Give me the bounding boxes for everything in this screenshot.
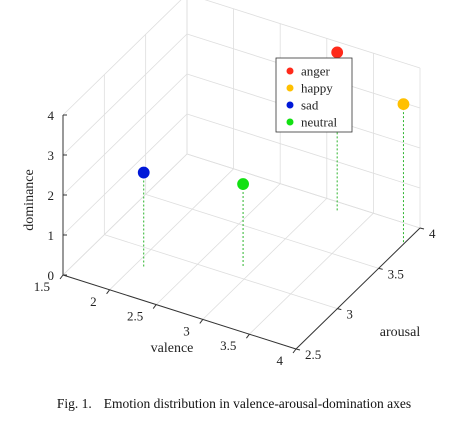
y-tick-mark xyxy=(295,348,301,351)
z-axis-label: dominance xyxy=(22,169,37,230)
x-tick-mark xyxy=(152,304,157,309)
legend-marker-neutral xyxy=(286,118,294,126)
x-axis-label: valence xyxy=(151,341,194,356)
data-point-sad xyxy=(137,166,150,179)
stems xyxy=(143,52,404,269)
y-tick-label: 3.5 xyxy=(388,266,404,281)
legend-label-anger: anger xyxy=(301,64,331,79)
grid-line-back-z xyxy=(204,0,421,69)
grid-line-wall-z xyxy=(62,0,182,116)
data-point-anger xyxy=(331,46,344,59)
z-tick-label: 2 xyxy=(48,188,55,203)
emotion-3d-scatter-chart: 1.5 2 2.5 3 3.5 4 2.5 3 3.5 4 0 1 2 3 4 valence arousa… xyxy=(22,0,436,368)
legend-marker-sad xyxy=(286,101,294,109)
axes xyxy=(59,114,425,354)
legend-label-neutral: neutral xyxy=(301,115,337,130)
data-point-happy xyxy=(397,98,410,111)
x-tick-mark xyxy=(106,289,110,295)
legend-label-sad: sad xyxy=(301,98,319,113)
legend-marker-happy xyxy=(286,84,294,92)
grid-line-wall-z xyxy=(62,33,188,156)
figure-caption: Fig. 1. Emotion distribution in valence-a… xyxy=(0,396,468,412)
z-tick-label: 4 xyxy=(48,108,55,123)
grid-line-wall-z xyxy=(62,113,188,236)
x-tick-label: 4 xyxy=(277,353,284,368)
grid-line-wall-z xyxy=(62,73,188,196)
y-tick-mark xyxy=(419,227,425,230)
z-tick-label: 1 xyxy=(48,228,55,243)
y-tick-label: 3 xyxy=(346,307,353,322)
y-axis-label: arousal xyxy=(380,325,421,340)
tick-labels: 1.5 2 2.5 3 3.5 4 2.5 3 3.5 4 0 1 2 3 4 xyxy=(34,108,436,368)
x-tick-mark xyxy=(292,348,297,354)
grid-line-back-z xyxy=(186,113,421,189)
legend-label-happy: happy xyxy=(301,81,333,96)
grid-line-floor-x xyxy=(202,198,328,320)
grid-lines xyxy=(62,0,421,350)
y-tick-label: 4 xyxy=(429,226,436,241)
grid-line-floor-y xyxy=(104,234,338,310)
y-tick-mark xyxy=(337,308,342,311)
grid-line-floor-x xyxy=(155,183,281,305)
x-tick-mark xyxy=(199,319,204,324)
legend-marker-anger xyxy=(286,67,294,75)
figure: 1.5 2 2.5 3 3.5 4 2.5 3 3.5 4 0 1 2 3 4 valence arousa… xyxy=(22,0,436,368)
x-axis-line xyxy=(62,274,297,350)
grid-line-back-z xyxy=(186,153,421,229)
y-tick-label: 2.5 xyxy=(305,347,321,362)
grid-line-floor-y xyxy=(145,193,379,269)
x-tick-label: 2.5 xyxy=(127,309,143,324)
x-tick-label: 3 xyxy=(183,323,190,338)
z-tick-label: 0 xyxy=(48,268,55,283)
legend: anger happy sad neutral xyxy=(275,57,353,133)
grid-line-floor-x xyxy=(109,168,234,291)
y-tick-mark xyxy=(378,267,383,270)
caption-text: Emotion distribution in valence-arousal-… xyxy=(103,396,412,411)
grid-line-floor-x xyxy=(249,212,374,335)
caption-label: Fig. 1. xyxy=(56,396,92,411)
y-axis-line xyxy=(295,227,421,350)
x-tick-label: 1.5 xyxy=(34,279,50,294)
z-tick-label: 3 xyxy=(48,148,55,163)
x-tick-mark xyxy=(59,274,64,280)
data-points xyxy=(137,46,410,190)
data-point-neutral xyxy=(237,178,249,190)
x-tick-mark xyxy=(245,333,250,339)
grid-line-wall-z xyxy=(62,153,188,276)
legend-items: anger happy sad neutral xyxy=(286,64,337,130)
x-tick-label: 2 xyxy=(90,294,97,309)
x-tick-label: 3.5 xyxy=(220,338,236,353)
